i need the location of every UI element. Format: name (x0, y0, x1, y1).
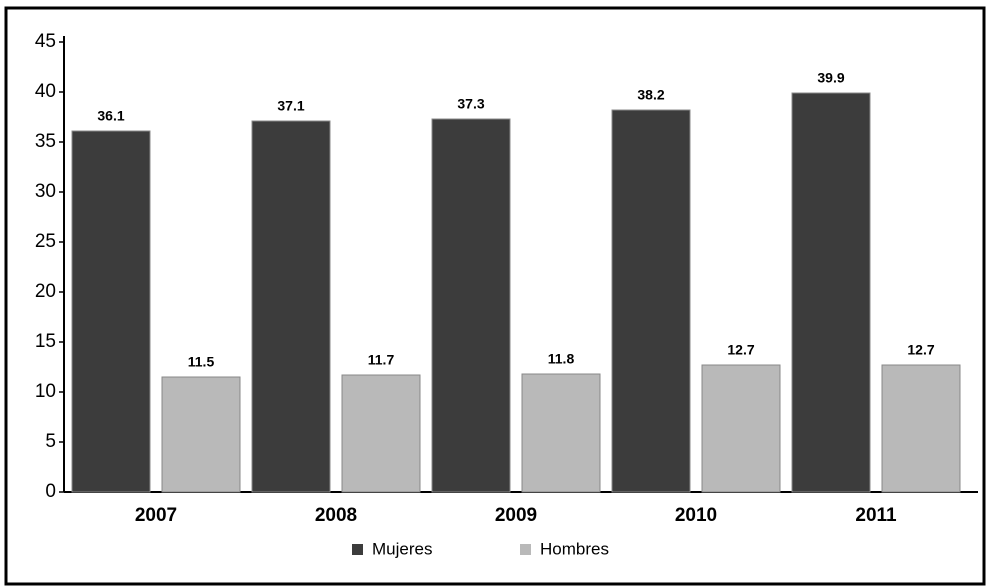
legend-swatch (520, 544, 531, 555)
value-label: 12.7 (727, 342, 754, 358)
bar (611, 109, 691, 493)
y-tick-label: 45 (35, 31, 56, 52)
bar (71, 130, 151, 493)
legend-label: Hombres (540, 539, 609, 558)
value-label: 39.9 (817, 70, 844, 86)
bar (161, 376, 241, 493)
y-tick-label: 25 (35, 231, 56, 252)
y-tick-label: 10 (35, 381, 56, 402)
bar (881, 364, 961, 493)
legend-label: Mujeres (372, 539, 432, 558)
x-tick-label: 2007 (135, 505, 177, 526)
x-tick-label: 2009 (495, 505, 537, 526)
bar (521, 373, 601, 493)
y-tick-label: 35 (35, 131, 56, 152)
bar (251, 120, 331, 493)
x-tick-label: 2010 (675, 505, 717, 526)
x-tick-label: 2011 (855, 505, 897, 526)
value-label: 37.1 (277, 98, 304, 114)
y-tick-label: 0 (45, 481, 56, 502)
value-label: 11.7 (368, 352, 395, 368)
value-label: 12.7 (907, 342, 934, 358)
legend-swatch (352, 544, 363, 555)
bar (431, 118, 511, 493)
bar (701, 364, 781, 493)
value-label: 36.1 (97, 108, 124, 124)
y-tick-label: 30 (35, 181, 56, 202)
bar (341, 374, 421, 493)
bar (791, 92, 871, 493)
value-label: 11.5 (188, 354, 215, 370)
value-label: 11.8 (548, 351, 575, 367)
y-tick-label: 20 (35, 281, 56, 302)
x-tick-label: 2008 (315, 505, 357, 526)
value-label: 38.2 (637, 87, 664, 103)
y-tick-label: 5 (45, 431, 56, 452)
value-label: 37.3 (457, 96, 484, 112)
y-tick-label: 15 (35, 331, 56, 352)
y-tick-label: 40 (35, 81, 56, 102)
